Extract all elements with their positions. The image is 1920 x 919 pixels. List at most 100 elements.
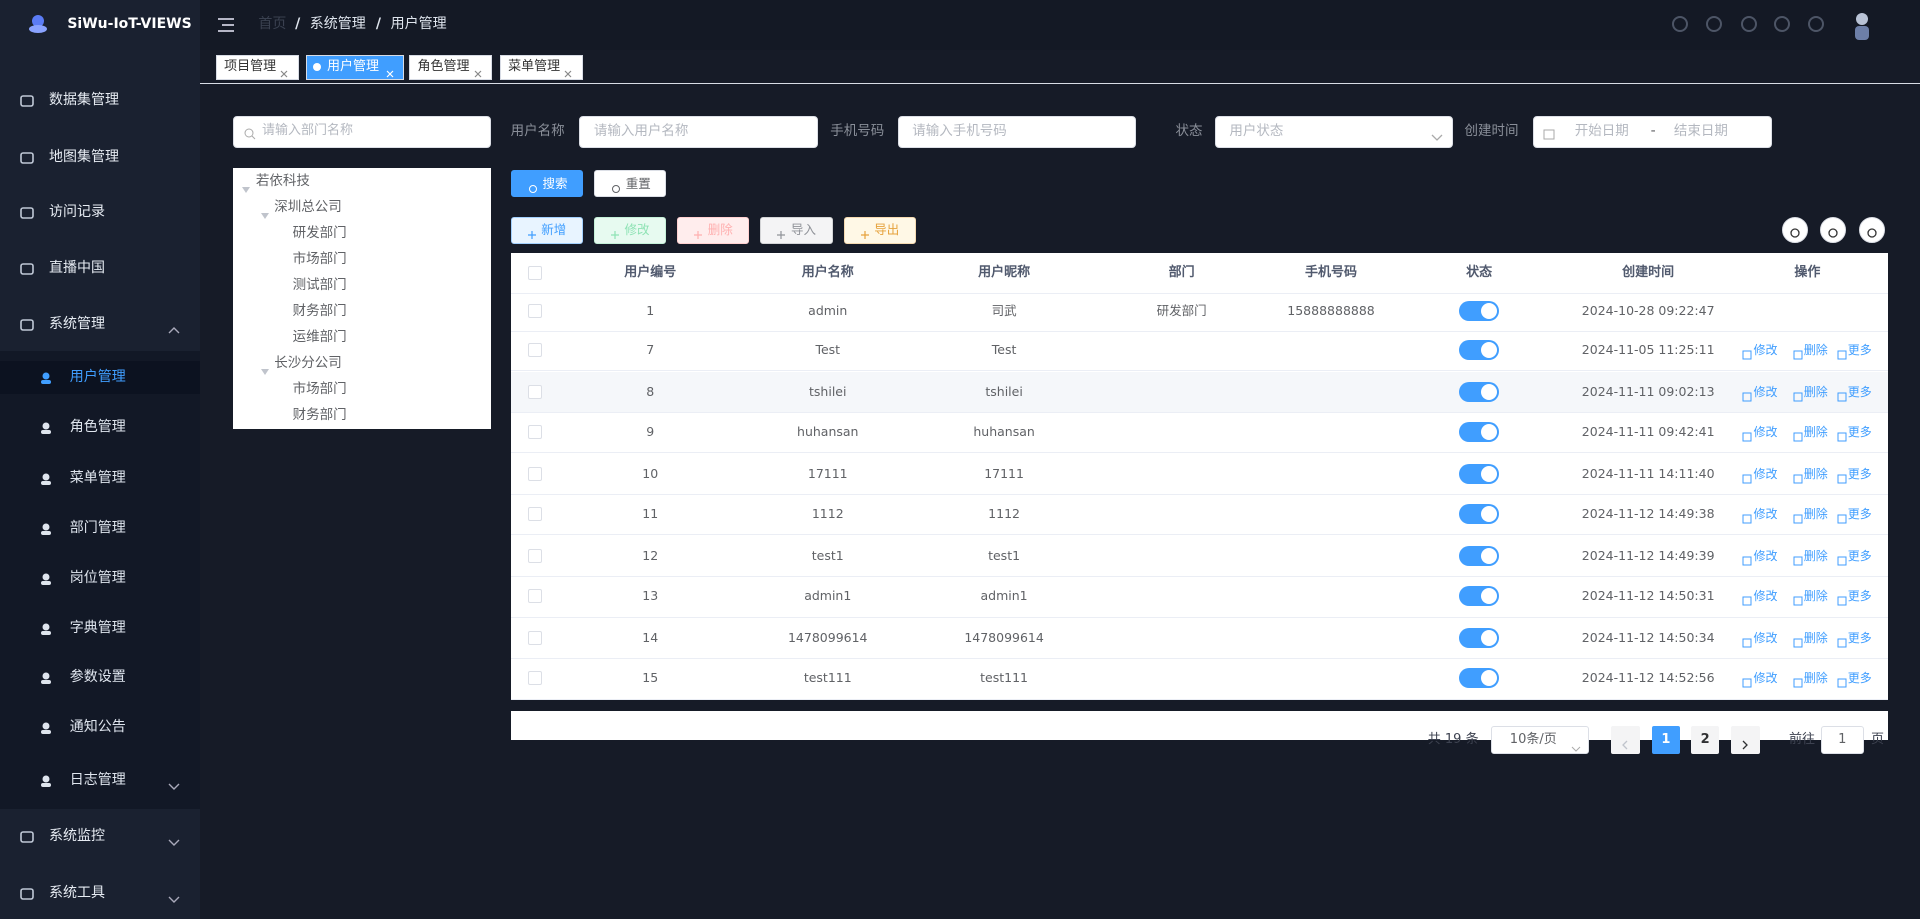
- search-button[interactable]: [593, 170, 667, 198]
- tool-icon[interactable]: [1859, 217, 1886, 244]
- submenu-item[interactable]: 参数设置: [69, 669, 126, 686]
- filter-input[interactable]: [579, 116, 818, 149]
- toolbar-button-label[interactable]: 删除: [707, 222, 733, 238]
- toolbar-button[interactable]: [843, 216, 916, 244]
- tree-node[interactable]: 财务部门: [292, 303, 347, 320]
- row-action[interactable]: 删除: [1803, 548, 1828, 563]
- menu-item[interactable]: 数据集管理: [48, 92, 119, 109]
- tree-node[interactable]: 研发部门: [292, 225, 347, 242]
- submenu-item[interactable]: 部门管理: [69, 519, 126, 536]
- checkbox[interactable]: [528, 507, 543, 522]
- submenu-item[interactable]: 日志管理: [69, 772, 126, 788]
- row-action[interactable]: 更多: [1847, 630, 1872, 645]
- toolbar-button[interactable]: [760, 216, 833, 244]
- tree-node[interactable]: 财务部门: [292, 406, 347, 423]
- dept-search[interactable]: [232, 116, 491, 149]
- menu-item[interactable]: 系统工具: [48, 884, 105, 901]
- tree-node[interactable]: 长沙分公司: [274, 354, 342, 371]
- submenu-item[interactable]: 菜单管理: [69, 469, 126, 486]
- checkbox[interactable]: [528, 384, 543, 399]
- row-action[interactable]: 删除: [1803, 630, 1828, 645]
- row-action[interactable]: 更多: [1847, 384, 1872, 399]
- checkbox[interactable]: [528, 304, 543, 319]
- checkbox[interactable]: [528, 425, 543, 440]
- breadcrumb-item[interactable]: 首页: [258, 16, 287, 33]
- row-action[interactable]: 修改: [1753, 589, 1778, 604]
- pager-input[interactable]: [1820, 726, 1864, 755]
- pager-page-label[interactable]: 1: [1661, 731, 1671, 747]
- tree-node[interactable]: 若依科技: [255, 173, 310, 190]
- row-action[interactable]: 更多: [1847, 507, 1872, 522]
- row-action[interactable]: 修改: [1753, 548, 1778, 563]
- tab-label[interactable]: 角色管理: [417, 59, 470, 75]
- menu-item[interactable]: 地图集管理: [48, 148, 119, 165]
- checkbox[interactable]: [528, 266, 543, 281]
- checkbox[interactable]: [528, 589, 543, 604]
- tree-node[interactable]: 运维部门: [292, 328, 347, 345]
- filter-input[interactable]: [1214, 116, 1454, 149]
- row-action[interactable]: 更多: [1847, 343, 1872, 358]
- row-action[interactable]: 修改: [1753, 343, 1778, 358]
- row-action[interactable]: 更多: [1847, 671, 1872, 686]
- tab[interactable]: [408, 55, 493, 80]
- row-action[interactable]: 修改: [1753, 507, 1778, 522]
- row-action[interactable]: 更多: [1847, 589, 1872, 604]
- toolbar-button-label[interactable]: 修改: [624, 222, 650, 238]
- checkbox[interactable]: [528, 343, 543, 358]
- page-size[interactable]: [1491, 726, 1590, 755]
- row-action[interactable]: 更多: [1847, 466, 1872, 481]
- row-action[interactable]: 修改: [1753, 384, 1778, 399]
- tree-node[interactable]: 测试部门: [292, 277, 347, 294]
- tree-node[interactable]: 市场部门: [292, 380, 347, 397]
- toolbar-button-label[interactable]: 导出: [874, 222, 900, 238]
- row-action[interactable]: 修改: [1753, 466, 1778, 481]
- checkbox[interactable]: [528, 671, 543, 686]
- toolbar-button[interactable]: [677, 216, 750, 244]
- checkbox[interactable]: [528, 630, 543, 645]
- pager-page[interactable]: [1651, 726, 1680, 755]
- menu-item[interactable]: 系统管理: [48, 316, 105, 333]
- submenu-item[interactable]: 通知公告: [69, 719, 126, 736]
- tool-icon[interactable]: [1782, 217, 1809, 244]
- row-action[interactable]: 删除: [1803, 671, 1828, 686]
- tool-icon[interactable]: [1820, 217, 1847, 244]
- toolbar-button[interactable]: [593, 216, 667, 244]
- row-action[interactable]: 删除: [1803, 343, 1828, 358]
- pager-page[interactable]: [1691, 726, 1720, 755]
- tree-node[interactable]: 市场部门: [292, 251, 347, 268]
- row-action[interactable]: 更多: [1847, 548, 1872, 563]
- row-action[interactable]: 修改: [1753, 671, 1778, 686]
- menu-item[interactable]: 直播中国: [48, 260, 105, 277]
- row-action[interactable]: 删除: [1803, 384, 1828, 399]
- pager-prev[interactable]: [1611, 726, 1640, 755]
- search-button[interactable]: [510, 170, 583, 198]
- row-action[interactable]: 修改: [1753, 425, 1778, 440]
- checkbox[interactable]: [528, 466, 543, 481]
- row-action[interactable]: 删除: [1803, 589, 1828, 604]
- search-button-label[interactable]: 重置: [625, 175, 651, 191]
- date-input[interactable]: [1533, 116, 1772, 149]
- tab-label[interactable]: 项目管理: [224, 59, 277, 75]
- submenu-item[interactable]: 岗位管理: [69, 569, 126, 586]
- filter-input[interactable]: [897, 116, 1137, 149]
- row-action[interactable]: 删除: [1803, 507, 1828, 522]
- menu-item[interactable]: 访问记录: [48, 203, 105, 220]
- menu-item[interactable]: 系统监控: [48, 828, 105, 845]
- tab-label[interactable]: 菜单管理: [508, 59, 561, 75]
- checkbox[interactable]: [528, 548, 543, 563]
- submenu-item[interactable]: 字典管理: [69, 620, 126, 637]
- toolbar-button-label[interactable]: 新增: [541, 222, 567, 238]
- row-action[interactable]: 修改: [1753, 630, 1778, 645]
- row-action[interactable]: 更多: [1847, 425, 1872, 440]
- pager-page-label[interactable]: 2: [1700, 731, 1710, 747]
- toolbar-button-label[interactable]: 导入: [791, 222, 817, 238]
- toolbar-button[interactable]: [510, 216, 583, 244]
- breadcrumb-item[interactable]: 系统管理: [309, 16, 366, 33]
- submenu-item[interactable]: 角色管理: [69, 419, 126, 436]
- row-action[interactable]: 删除: [1803, 466, 1828, 481]
- row-action[interactable]: 删除: [1803, 425, 1828, 440]
- pager-next[interactable]: [1731, 726, 1760, 755]
- tab-label[interactable]: 用户管理: [326, 59, 379, 75]
- tree-node[interactable]: 深圳总公司: [274, 199, 342, 216]
- search-button-label[interactable]: 搜索: [542, 175, 568, 191]
